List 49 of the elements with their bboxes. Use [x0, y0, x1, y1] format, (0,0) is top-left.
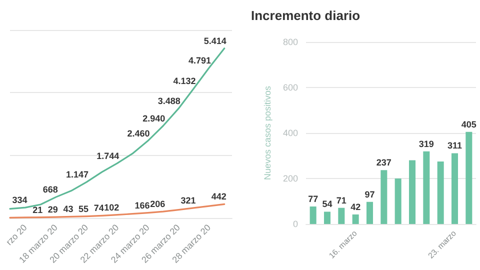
data-label: 77 — [308, 194, 318, 204]
data-label: 55 — [78, 204, 89, 214]
y-tick-label: 600 — [282, 82, 298, 92]
bar — [366, 202, 374, 224]
data-label: 206 — [150, 199, 166, 210]
data-label: 321 — [180, 195, 196, 206]
y-tick-label: 800 — [282, 37, 298, 47]
data-label: 4.791 — [188, 55, 212, 66]
data-label: 5.414 — [204, 36, 226, 46]
data-label: 311 — [447, 140, 462, 151]
data-label: 43 — [63, 204, 74, 214]
data-label: 166 — [134, 200, 150, 210]
bar — [466, 132, 472, 224]
bar — [408, 160, 416, 224]
data-label: 1.744 — [96, 150, 120, 161]
data-label: 71 — [336, 195, 346, 206]
y-tick-label: 0 — [292, 219, 298, 229]
data-label: 442 — [211, 192, 226, 202]
y-tick-label: 400 — [282, 128, 298, 138]
data-label: 237 — [376, 158, 392, 168]
bar — [338, 208, 345, 224]
data-label: 1.147 — [66, 170, 89, 180]
data-label: 2.460 — [127, 128, 150, 138]
bar — [352, 214, 359, 224]
data-label: 405 — [461, 119, 476, 130]
data-label: 3.488 — [158, 96, 180, 106]
y-axis-title: Nuevos casos positivos — [262, 85, 272, 180]
data-label: 4.132 — [173, 76, 196, 86]
data-label: 21 — [32, 204, 43, 215]
bar — [394, 178, 402, 224]
bar — [380, 170, 388, 224]
y-tick-label: 200 — [282, 174, 298, 184]
x-tick-label: rzo 20 — [4, 222, 29, 248]
data-label: 42 — [350, 202, 361, 212]
data-label: 54 — [322, 199, 332, 210]
bar — [423, 151, 430, 224]
bar — [324, 212, 331, 224]
data-label: 29 — [48, 204, 58, 215]
data-label: 2.940 — [142, 113, 166, 124]
bar — [437, 161, 444, 224]
chart-title: Incremento diario — [251, 8, 360, 23]
data-label: 97 — [364, 189, 375, 200]
bar — [310, 206, 316, 224]
bar — [451, 153, 458, 224]
data-label: 334 — [12, 195, 28, 206]
data-label: 102 — [104, 202, 120, 212]
data-label: 668 — [42, 184, 58, 195]
data-label: 74 — [94, 203, 104, 214]
data-label: 319 — [418, 138, 434, 149]
